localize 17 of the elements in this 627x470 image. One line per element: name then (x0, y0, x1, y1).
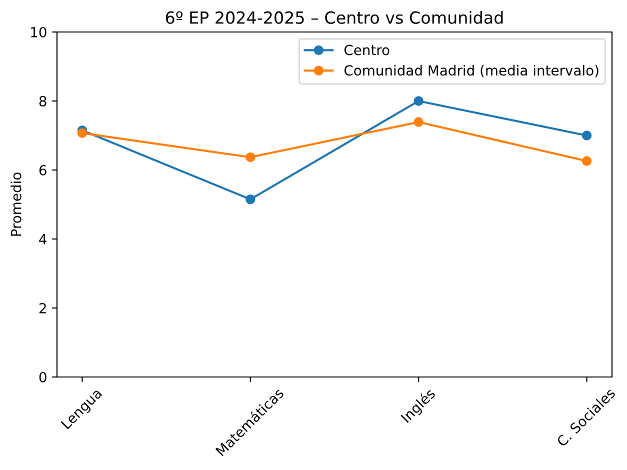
y-tick-label: 8 (39, 96, 46, 106)
chart-title: 6º EP 2024-2025 – Centro vs Comunidad (166, 11, 503, 24)
point (77, 128, 88, 138)
y-tick-label: 2 (39, 302, 46, 314)
point (246, 194, 256, 204)
legend-label: Comunidad Madrid (media intervalo) (344, 64, 598, 78)
point (582, 156, 592, 166)
point (414, 96, 424, 106)
y-tick-label: 0 (39, 372, 46, 382)
legend-label: Centro (344, 44, 390, 56)
y-axis-title: Promedio (10, 172, 22, 236)
y-tick-label: 6 (39, 164, 46, 176)
point (582, 130, 592, 140)
point (414, 117, 424, 127)
y-tick-label: 4 (39, 234, 46, 244)
point (246, 152, 256, 162)
y-tick-label: 10 (31, 26, 46, 38)
